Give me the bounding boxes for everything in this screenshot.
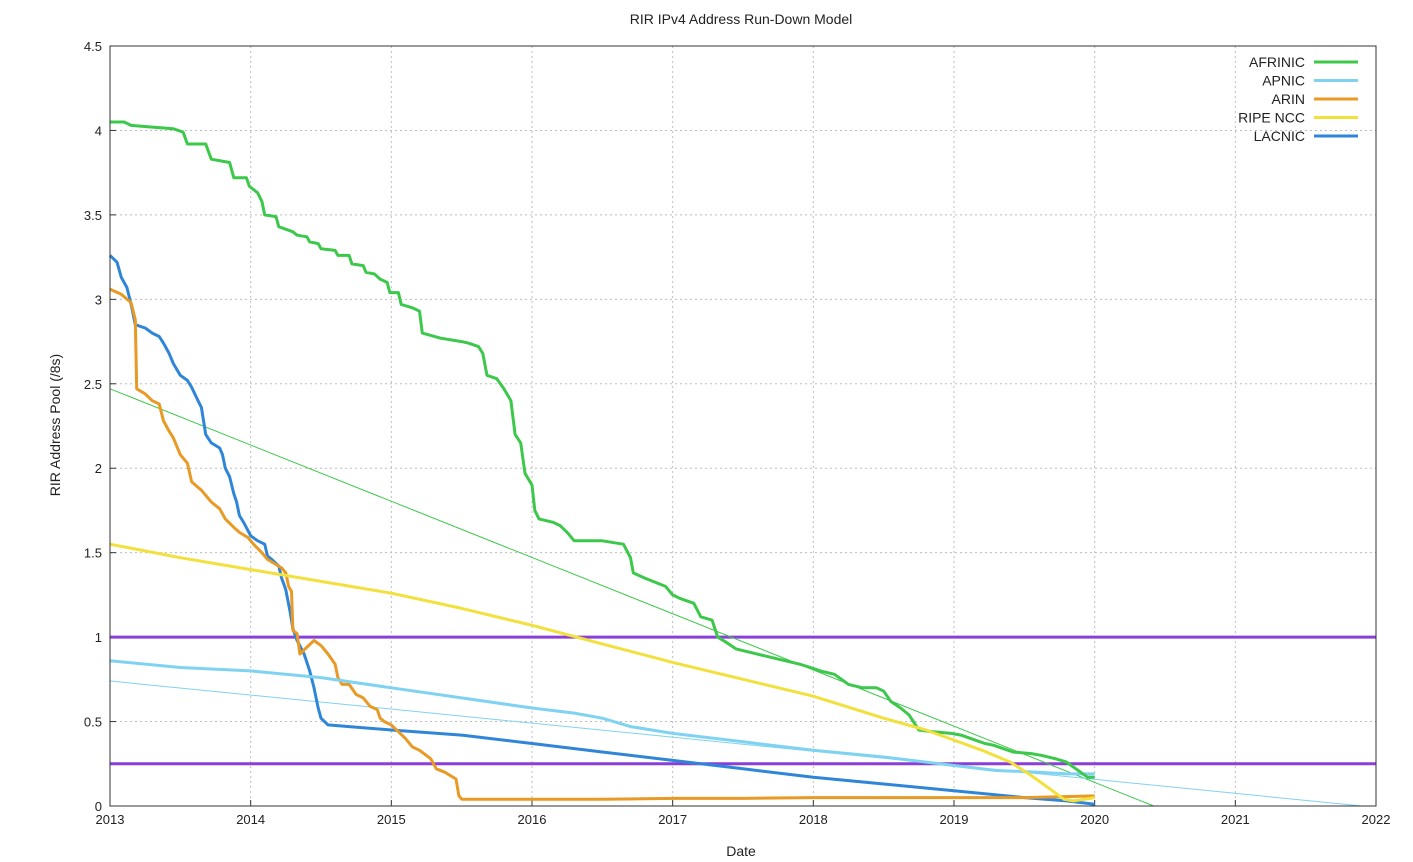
legend-label-ripe-ncc: RIPE NCC (1238, 110, 1305, 126)
legend-label-afrinic: AFRINIC (1249, 54, 1305, 70)
x-tick-label: 2017 (658, 812, 687, 827)
grid-layer (109, 45, 1377, 807)
x-tick-label: 2016 (518, 812, 547, 827)
y-tick-label: 4.5 (84, 39, 102, 54)
legend-label-lacnic: LACNIC (1254, 128, 1305, 144)
x-tick-label: 2018 (799, 812, 828, 827)
x-tick-label: 2015 (377, 812, 406, 827)
x-tick-label: 2014 (236, 812, 265, 827)
legend: AFRINIC APNIC ARIN RIPE NCC LACNIC (1238, 54, 1358, 144)
y-tick-labels: 0 0.5 1 1.5 2 2.5 3 3.5 4 4.5 (84, 39, 102, 814)
x-tick-label: 2021 (1221, 812, 1250, 827)
y-tick-label: 1 (95, 630, 102, 645)
y-tick-label: 2.5 (84, 377, 102, 392)
series-line-lacnic (108, 254, 1095, 806)
y-tick-label: 3 (95, 292, 102, 307)
x-tick-label: 2022 (1362, 812, 1391, 827)
y-axis-label: RIR Address Pool (/8s) (47, 354, 63, 496)
legend-label-apnic: APNIC (1262, 73, 1305, 89)
y-tick-label: 0.5 (84, 715, 102, 730)
series-lines (108, 120, 1095, 806)
legend-label-arin: ARIN (1272, 91, 1305, 107)
plot-frame (109, 45, 1377, 807)
trend-lines (109, 388, 1362, 807)
y-tick-label: 0 (95, 799, 102, 814)
x-tick-labels: 2013 2014 2015 2016 2017 2018 2019 2020 2021 2022 (96, 812, 1391, 827)
y-tick-label: 1.5 (84, 546, 102, 561)
series-line-afrinic (110, 120, 1095, 779)
x-axis-label: Date (726, 843, 756, 859)
trend-line (109, 388, 1154, 807)
y-tick-label: 4 (95, 123, 102, 138)
x-tick-label: 2013 (96, 812, 125, 827)
x-tick-label: 2020 (1080, 812, 1109, 827)
y-tick-label: 2 (95, 461, 102, 476)
series-line-apnic (109, 659, 1095, 776)
y-tick-label: 3.5 (84, 208, 102, 223)
chart-title: RIR IPv4 Address Run-Down Model (630, 11, 853, 27)
x-tick-label: 2019 (940, 812, 969, 827)
trend-line (109, 680, 1362, 807)
reference-lines (110, 635, 1376, 766)
series-line-ripe-ncc (109, 542, 1095, 803)
series-line-arin (109, 287, 1095, 801)
